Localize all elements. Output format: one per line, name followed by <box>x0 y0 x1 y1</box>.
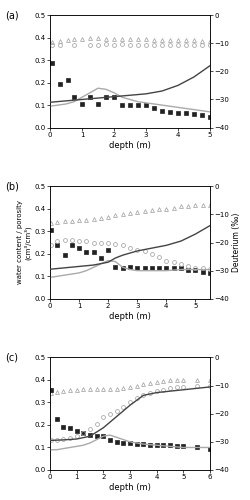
X-axis label: depth (m): depth (m) <box>109 483 151 492</box>
Text: (c): (c) <box>5 353 18 363</box>
Text: (a): (a) <box>5 10 19 20</box>
Y-axis label: water content / porosity
(cm³/cm³): water content / porosity (cm³/cm³) <box>17 200 32 284</box>
X-axis label: depth (m): depth (m) <box>109 140 151 149</box>
Y-axis label: Deuterium (‰): Deuterium (‰) <box>232 213 241 272</box>
Text: (b): (b) <box>5 182 19 192</box>
X-axis label: depth (m): depth (m) <box>109 312 151 321</box>
